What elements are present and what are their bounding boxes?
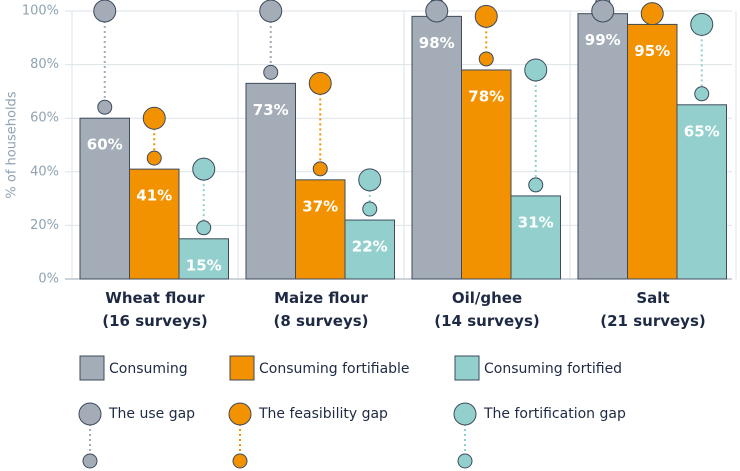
gap-end <box>362 201 378 217</box>
gap-start <box>259 0 283 23</box>
bar <box>676 104 727 280</box>
legend-swatch <box>454 355 480 381</box>
legend-gap-end <box>232 453 248 469</box>
legend-label: Consuming fortified <box>484 361 622 377</box>
gap-end <box>478 51 494 67</box>
x-tick-label: Wheat flour (16 surveys) <box>102 289 208 330</box>
bar <box>79 117 130 280</box>
legend-gap-start <box>228 402 252 426</box>
x-tick-label: Maize flour (8 surveys) <box>273 289 369 330</box>
y-tick-label: 20% <box>30 218 59 233</box>
bar <box>178 238 229 280</box>
gap-end <box>312 161 328 177</box>
gap-start <box>591 0 615 23</box>
gap-end <box>146 150 162 166</box>
bar <box>627 23 678 280</box>
y-tick-label: 40% <box>30 164 59 179</box>
bar <box>577 13 628 280</box>
value-label: 99% <box>585 31 621 49</box>
gap-start <box>308 71 332 95</box>
value-label: 78% <box>468 87 504 105</box>
legend-label: Consuming <box>109 361 188 377</box>
legend-label: Consuming fortifiable <box>259 361 410 377</box>
legend-gap-label: The use gap <box>108 406 195 422</box>
gap-end <box>263 64 279 80</box>
gap-end <box>528 177 544 193</box>
gap-start <box>192 157 216 181</box>
bar <box>245 82 296 280</box>
bar <box>411 15 462 280</box>
y-tick-label: 80% <box>30 57 59 72</box>
legend-gap-start <box>453 402 477 426</box>
y-tick-label: 100% <box>22 4 59 19</box>
bar <box>295 179 346 280</box>
bar <box>461 69 512 280</box>
legend-gap-end <box>82 453 98 469</box>
value-label: 31% <box>518 213 554 231</box>
gap-start <box>358 168 382 192</box>
bar <box>510 195 561 280</box>
value-label: 15% <box>186 256 222 274</box>
legend-gap-label: The fortification gap <box>483 406 626 422</box>
gap-start <box>142 106 166 130</box>
x-tick-label: Oil/ghee (14 surveys) <box>434 289 540 330</box>
value-label: 98% <box>419 34 455 52</box>
y-axis-title: % of households <box>5 91 20 198</box>
value-label: 60% <box>87 136 123 154</box>
gap-start <box>690 12 714 36</box>
legend-gap-label: The feasibility gap <box>258 406 388 422</box>
gap-start <box>93 0 117 23</box>
gap-start <box>524 58 548 82</box>
value-label: 73% <box>253 101 289 119</box>
gap-start <box>640 2 664 26</box>
gap-end <box>694 86 710 102</box>
x-tick-label: Salt (21 surveys) <box>600 289 706 330</box>
bar <box>129 168 180 280</box>
gap-start <box>425 0 449 23</box>
legend-gap-start <box>78 402 102 426</box>
y-tick-label: 60% <box>30 111 59 126</box>
gap-end <box>97 99 113 115</box>
value-label: 41% <box>136 187 172 205</box>
legend-swatch <box>79 355 105 381</box>
value-label: 37% <box>302 197 338 215</box>
gap-start <box>474 4 498 28</box>
bar <box>344 219 395 280</box>
value-label: 95% <box>634 42 670 60</box>
value-label: 22% <box>352 238 388 256</box>
y-tick-label: 0% <box>38 272 59 287</box>
legend-swatch <box>229 355 255 381</box>
value-label: 65% <box>684 122 720 140</box>
gap-end <box>196 220 212 236</box>
legend-gap-end <box>457 453 473 469</box>
